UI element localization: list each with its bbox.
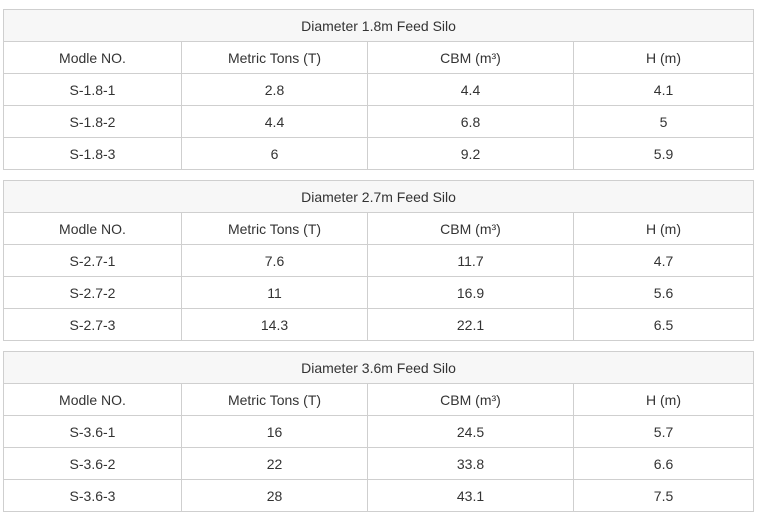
table-row: S-2.7-3 14.3 22.1 6.5 — [3, 308, 755, 341]
cell-height: 5.6 — [572, 276, 755, 309]
cell-height: 6.5 — [572, 308, 755, 341]
table-header-row: Modle NO. Metric Tons (T) CBM (m³) H (m) — [3, 41, 755, 74]
table-row: S-3.6-1 16 24.5 5.7 — [3, 415, 755, 448]
column-header-height: H (m) — [572, 212, 755, 245]
cell-model: S-1.8-1 — [3, 73, 182, 106]
cell-cbm: 4.4 — [367, 73, 574, 106]
table-row: S-3.6-3 28 43.1 7.5 — [3, 479, 755, 512]
cell-metric-tons: 7.6 — [181, 244, 368, 277]
cell-cbm: 9.2 — [367, 137, 574, 170]
column-header-cbm: CBM (m³) — [367, 41, 574, 74]
cell-metric-tons: 22 — [181, 447, 368, 480]
column-header-cbm: CBM (m³) — [367, 212, 574, 245]
column-header-model: Modle NO. — [3, 383, 182, 416]
column-header-height: H (m) — [572, 383, 755, 416]
table-row: S-3.6-2 22 33.8 6.6 — [3, 447, 755, 480]
cell-metric-tons: 16 — [181, 415, 368, 448]
cell-model: S-3.6-1 — [3, 415, 182, 448]
cell-cbm: 22.1 — [367, 308, 574, 341]
cell-model: S-2.7-3 — [3, 308, 182, 341]
cell-model: S-2.7-1 — [3, 244, 182, 277]
cell-metric-tons: 11 — [181, 276, 368, 309]
cell-height: 5.7 — [572, 415, 755, 448]
cell-model: S-1.8-2 — [3, 105, 182, 138]
cell-cbm: 43.1 — [367, 479, 574, 512]
table-row: S-1.8-3 6 9.2 5.9 — [3, 137, 755, 170]
cell-height: 5 — [572, 105, 755, 138]
cell-model: S-3.6-3 — [3, 479, 182, 512]
table-row: S-1.8-1 2.8 4.4 4.1 — [3, 73, 755, 106]
cell-height: 7.5 — [572, 479, 755, 512]
cell-metric-tons: 4.4 — [181, 105, 368, 138]
column-header-model: Modle NO. — [3, 41, 182, 74]
table-row: S-1.8-2 4.4 6.8 5 — [3, 105, 755, 138]
cell-model: S-3.6-2 — [3, 447, 182, 480]
column-header-metric-tons: Metric Tons (T) — [181, 383, 368, 416]
cell-height: 4.1 — [572, 73, 755, 106]
cell-model: S-1.8-3 — [3, 137, 182, 170]
cell-metric-tons: 2.8 — [181, 73, 368, 106]
cell-cbm: 24.5 — [367, 415, 574, 448]
table-title: Diameter 2.7m Feed Silo — [2, 180, 755, 213]
cell-cbm: 6.8 — [367, 105, 574, 138]
cell-cbm: 33.8 — [367, 447, 574, 480]
cell-cbm: 16.9 — [367, 276, 574, 309]
column-header-metric-tons: Metric Tons (T) — [181, 212, 368, 245]
feed-silo-table-2: Diameter 2.7m Feed Silo Modle NO. Metric… — [2, 180, 755, 341]
table-title: Diameter 3.6m Feed Silo — [2, 351, 755, 384]
table-header-row: Modle NO. Metric Tons (T) CBM (m³) H (m) — [3, 212, 755, 245]
table-title-row: Diameter 2.7m Feed Silo — [2, 180, 755, 213]
cell-cbm: 11.7 — [367, 244, 574, 277]
cell-height: 4.7 — [572, 244, 755, 277]
column-header-height: H (m) — [572, 41, 755, 74]
table-header-row: Modle NO. Metric Tons (T) CBM (m³) H (m) — [3, 383, 755, 416]
column-header-metric-tons: Metric Tons (T) — [181, 41, 368, 74]
table-title-row: Diameter 3.6m Feed Silo — [2, 351, 755, 384]
cell-metric-tons: 14.3 — [181, 308, 368, 341]
column-header-cbm: CBM (m³) — [367, 383, 574, 416]
cell-height: 6.6 — [572, 447, 755, 480]
cell-model: S-2.7-2 — [3, 276, 182, 309]
cell-height: 5.9 — [572, 137, 755, 170]
feed-silo-table-1: Diameter 1.8m Feed Silo Modle NO. Metric… — [2, 9, 755, 170]
feed-silo-table-3: Diameter 3.6m Feed Silo Modle NO. Metric… — [2, 351, 755, 512]
table-row: S-2.7-1 7.6 11.7 4.7 — [3, 244, 755, 277]
table-title-row: Diameter 1.8m Feed Silo — [2, 9, 755, 42]
table-row: S-2.7-2 11 16.9 5.6 — [3, 276, 755, 309]
cell-metric-tons: 28 — [181, 479, 368, 512]
cell-metric-tons: 6 — [181, 137, 368, 170]
column-header-model: Modle NO. — [3, 212, 182, 245]
table-title: Diameter 1.8m Feed Silo — [2, 9, 755, 42]
